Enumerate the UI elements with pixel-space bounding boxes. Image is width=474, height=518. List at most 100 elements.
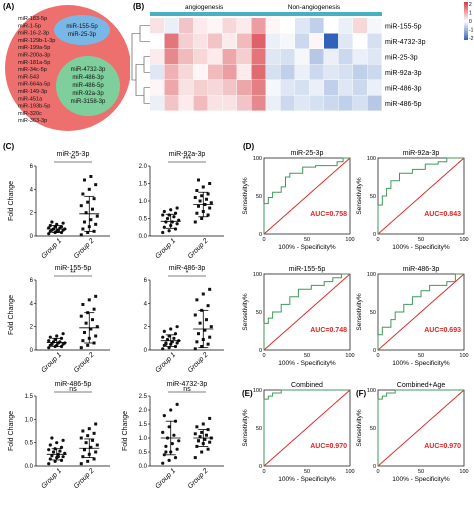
data-point bbox=[175, 447, 179, 451]
heatmap-cell bbox=[367, 95, 382, 111]
y-tick-label: 0 bbox=[259, 348, 262, 354]
heatmap-row-label: miR-155-5p bbox=[385, 23, 422, 30]
y-tick-label: 0 bbox=[259, 232, 262, 238]
heatmap-cell bbox=[164, 49, 179, 65]
venn-outer-item: miR-129b-1-3p bbox=[18, 38, 55, 44]
heatmap-cell bbox=[164, 18, 179, 34]
heatmap-cell bbox=[193, 33, 208, 49]
y-tick-label: 2.0 bbox=[139, 164, 148, 170]
heatmap-row-label: miR-92a-3p bbox=[385, 70, 422, 77]
x-tick-label: Group 2 bbox=[73, 351, 96, 374]
roc-panel: miR-92a-3p 00 50 50 100 100 100% - Specificity… bbox=[356, 150, 469, 251]
scatter-title: miR-486-3p bbox=[169, 265, 206, 272]
data-point bbox=[195, 444, 199, 448]
y-tick-label: 4 bbox=[30, 301, 34, 307]
x-axis-label: 100% - Specificity% bbox=[278, 360, 336, 367]
data-point bbox=[94, 334, 98, 338]
data-point bbox=[162, 453, 166, 457]
heatmap-cell bbox=[150, 95, 165, 111]
plot-frame bbox=[377, 157, 465, 235]
data-point bbox=[172, 215, 176, 219]
y-tick-label: 0 bbox=[373, 232, 376, 238]
roc-panel: (F) Combined+Age 00 50 50 100 100 100% - Specif… bbox=[356, 382, 469, 483]
heatmap-cell bbox=[295, 95, 310, 111]
data-point bbox=[203, 437, 207, 441]
data-point bbox=[82, 331, 86, 334]
data-point bbox=[81, 455, 85, 459]
data-point bbox=[193, 313, 197, 317]
data-point bbox=[86, 459, 90, 463]
y-tick-label: 1.5 bbox=[139, 422, 148, 428]
data-point bbox=[59, 445, 64, 449]
data-point bbox=[55, 441, 59, 445]
data-point bbox=[208, 287, 212, 291]
data-point bbox=[81, 192, 85, 196]
data-point bbox=[206, 213, 210, 217]
venn-blue-list: miR-155-5p miR-25-3p bbox=[66, 24, 98, 38]
data-point bbox=[175, 222, 179, 226]
data-point bbox=[206, 342, 210, 346]
data-point bbox=[79, 346, 83, 350]
heatmap-cell bbox=[280, 33, 295, 49]
y-axis-label: Sensetivity% bbox=[242, 293, 249, 330]
x-tick-label: 100 bbox=[459, 353, 468, 359]
data-point bbox=[92, 307, 96, 311]
heatmap-cell bbox=[251, 95, 266, 111]
heatmap-cell bbox=[324, 33, 339, 49]
data-point bbox=[58, 340, 62, 344]
heatmap-cell bbox=[353, 95, 368, 111]
legend-tick: 2 bbox=[469, 2, 472, 8]
x-tick-label: Group 1 bbox=[40, 237, 63, 260]
heatmap-cell bbox=[338, 33, 353, 49]
data-point bbox=[162, 225, 166, 229]
panel-label-c: (C) bbox=[3, 142, 15, 151]
data-point bbox=[172, 336, 176, 340]
roc-panel: miR-486-3p 00 50 50 100 100 100% - Specificity… bbox=[356, 266, 469, 367]
data-point bbox=[196, 439, 200, 443]
y-tick-label: 100 bbox=[367, 272, 376, 278]
heatmap-cell bbox=[367, 49, 382, 65]
data-point bbox=[81, 227, 85, 231]
mean-sd-bar bbox=[160, 213, 181, 229]
data-point bbox=[162, 209, 166, 214]
data-point bbox=[79, 462, 83, 466]
venn-outer-item: miR-1-5p bbox=[18, 23, 41, 29]
y-axis-label: Fold Change bbox=[8, 295, 15, 335]
data-point bbox=[169, 327, 173, 331]
y-axis-label: Fold Change bbox=[8, 411, 15, 451]
heatmap-cell bbox=[324, 18, 339, 34]
venn-outer-item: miR-16-2-3p bbox=[18, 31, 49, 37]
data-point bbox=[81, 303, 85, 306]
data-point bbox=[204, 197, 208, 201]
x-tick-label: 0 bbox=[376, 237, 379, 243]
auc-label: AUC=0.693 bbox=[424, 327, 461, 334]
y-axis-label: Sensetivity% bbox=[242, 177, 249, 214]
heatmap-cell bbox=[338, 64, 353, 80]
data-point bbox=[164, 450, 168, 454]
heatmap-cell bbox=[338, 95, 353, 111]
data-point bbox=[198, 199, 202, 203]
heatmap-cell bbox=[208, 18, 223, 34]
heatmap-cell bbox=[222, 80, 237, 96]
plot-frame bbox=[263, 273, 351, 351]
heatmap-cell bbox=[353, 18, 368, 34]
data-point bbox=[94, 222, 98, 226]
heatmap-cell bbox=[179, 33, 194, 49]
venn-outer-item: miR-320c bbox=[18, 111, 42, 117]
data-point bbox=[170, 442, 174, 446]
data-point bbox=[86, 231, 90, 234]
data-point bbox=[50, 436, 54, 440]
heatmap-cell bbox=[150, 64, 165, 80]
heatmap-cell bbox=[353, 64, 368, 80]
heatmap-cell bbox=[222, 95, 237, 111]
data-point bbox=[50, 454, 54, 458]
y-axis-label: Sensetivity% bbox=[356, 409, 363, 446]
significance-label: ns bbox=[69, 386, 77, 393]
data-point bbox=[206, 192, 210, 196]
data-point bbox=[48, 457, 52, 461]
data-point bbox=[82, 448, 86, 452]
group-label-non-angiogenesis: Non-angiogenesis bbox=[288, 4, 341, 11]
venn-green-item: miR-4732-3p bbox=[71, 67, 106, 73]
y-tick-label: 2 bbox=[30, 211, 34, 217]
heatmap-cell bbox=[251, 49, 266, 65]
